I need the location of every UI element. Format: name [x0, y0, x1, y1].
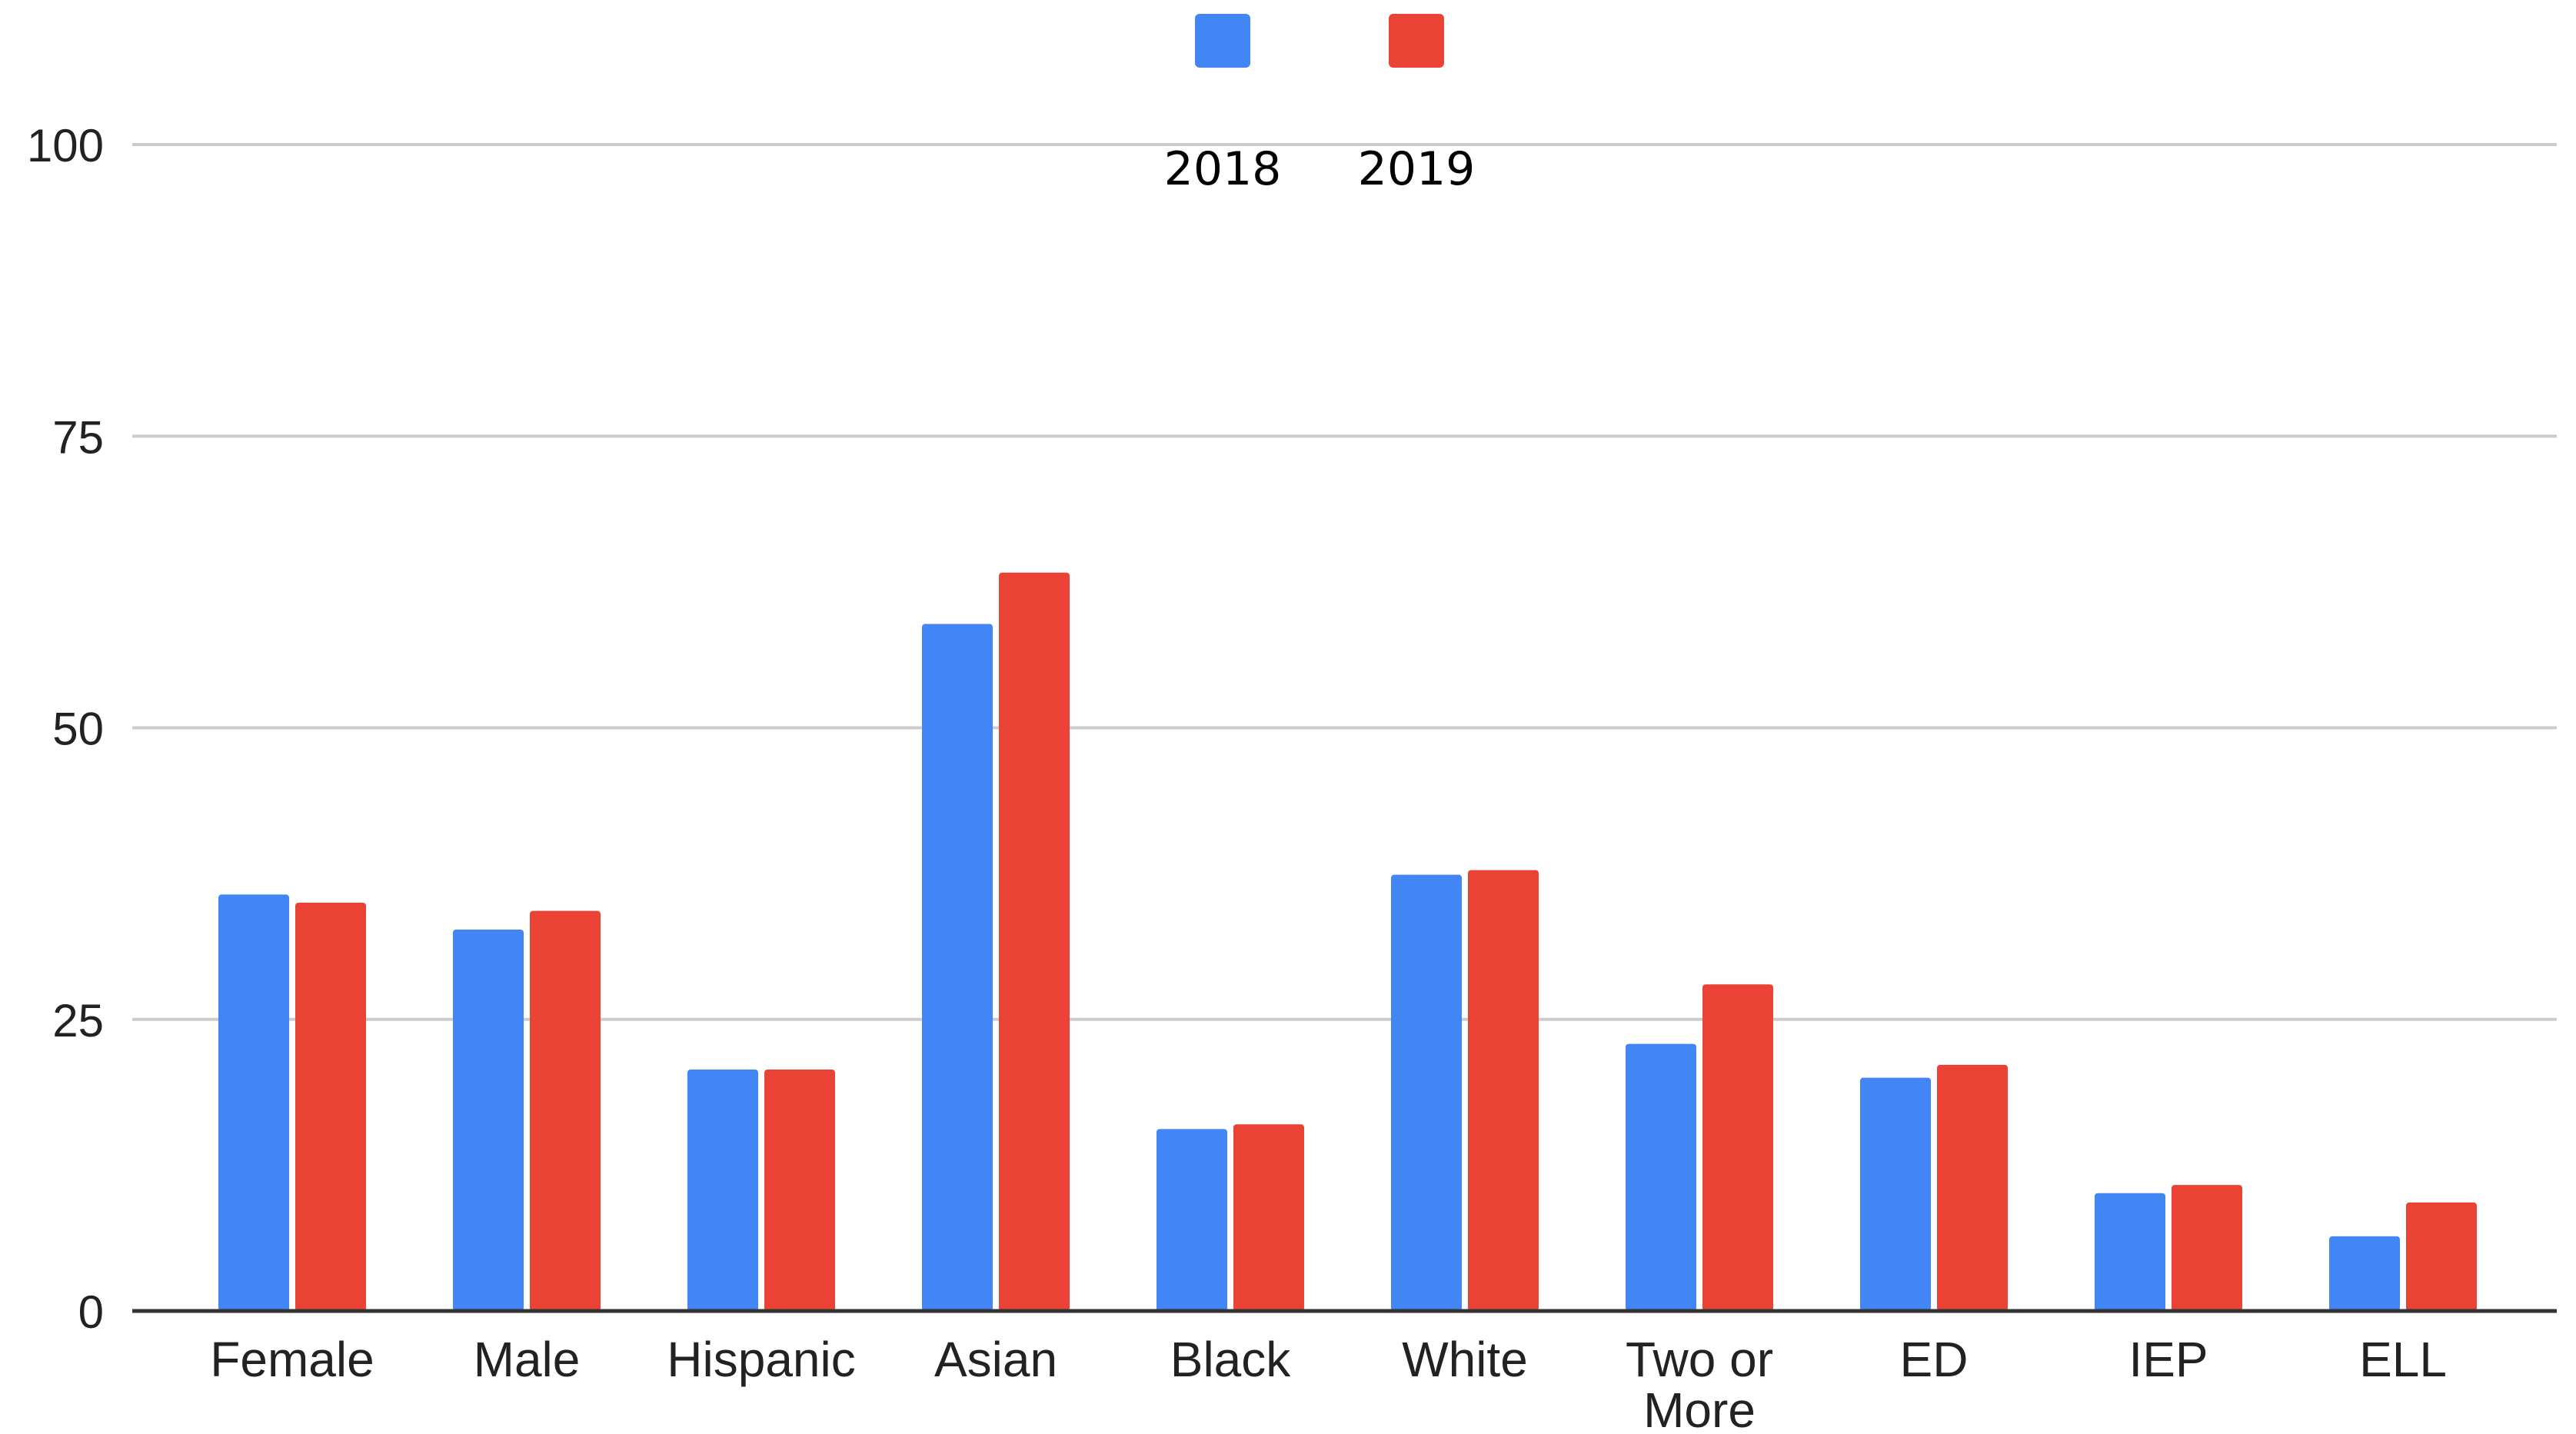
bar-2019-white [1468, 870, 1539, 1311]
legend-swatch-2018 [1195, 14, 1250, 68]
x-tick-label: Asian [934, 1332, 1057, 1387]
bar-2018-black [1157, 1129, 1227, 1311]
x-axis-category-labels: Female Male Hispanic Asian Black White Two or M… [210, 1332, 2447, 1434]
bar-2018-male [453, 929, 524, 1311]
bar-2018-ed [1860, 1077, 1931, 1311]
bar-2019-iep [2172, 1185, 2242, 1311]
bar-2019-hispanic [764, 1069, 835, 1311]
bar-2019-black [1233, 1124, 1304, 1311]
bar-2019-ell [2406, 1202, 2477, 1311]
legend-label-2018: 2018 [1164, 142, 1282, 196]
bar-2018-iep [2095, 1193, 2165, 1311]
bar-2018-female [218, 894, 289, 1311]
x-tick-label: Female [210, 1332, 374, 1387]
x-tick-label: ED [1900, 1332, 1969, 1387]
x-tick-label: Hispanic [667, 1332, 855, 1387]
gridlines [132, 143, 2557, 1021]
bar-2018-asian [922, 624, 993, 1311]
bar-2018-two-or-more [1626, 1043, 1696, 1311]
legend-swatch-2019 [1389, 14, 1444, 68]
y-axis-tick-labels: 0 25 50 75 100 [27, 120, 104, 1338]
bar-2019-female [295, 903, 366, 1311]
x-tick-label: ELL [2359, 1332, 2447, 1387]
bar-2019-two-or-more [1702, 984, 1773, 1311]
bar-2019-ed [1937, 1064, 2008, 1311]
y-tick-label: 75 [52, 411, 104, 463]
y-tick-label: 0 [78, 1286, 104, 1338]
y-tick-label: 25 [52, 995, 104, 1046]
x-tick-label: Male [474, 1332, 581, 1387]
bar-2019-male [530, 910, 601, 1311]
x-tick-label: Black [1170, 1332, 1292, 1387]
x-tick-label: IEP [2128, 1332, 2208, 1387]
bar-2018-hispanic [687, 1069, 758, 1311]
x-tick-label: White [1402, 1332, 1528, 1387]
bars [218, 572, 2477, 1311]
y-tick-label: 100 [27, 120, 104, 171]
bar-2018-ell [2329, 1236, 2400, 1311]
y-tick-label: 50 [52, 704, 104, 755]
x-tick-label: Two or More [1626, 1332, 1773, 1434]
legend: 2018 2019 [1164, 14, 1476, 196]
legend-label-2019: 2019 [1358, 142, 1476, 196]
bar-2018-white [1391, 874, 1462, 1311]
bar-2019-asian [999, 572, 1070, 1311]
